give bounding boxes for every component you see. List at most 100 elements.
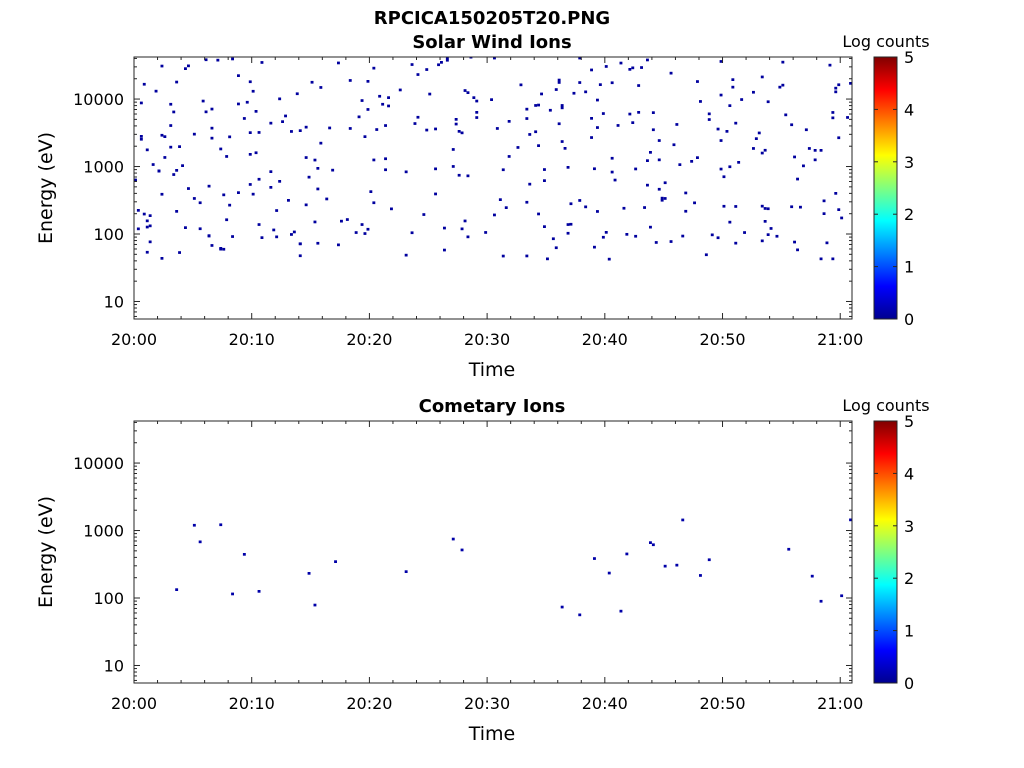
- heatmap-cell: [175, 210, 179, 213]
- heatmap-cell: [290, 130, 293, 133]
- heatmap-cell: [292, 230, 296, 234]
- heatmap-cell: [278, 180, 282, 183]
- heatmap-cell: [728, 104, 732, 107]
- heatmap-cell: [463, 219, 467, 223]
- heatmap-cell: [825, 241, 829, 245]
- x-tick-label: 20:10: [229, 330, 275, 349]
- heatmap-cell: [734, 121, 738, 125]
- heatmap-cell: [610, 81, 614, 85]
- colorbar-tick-label: 2: [904, 205, 914, 224]
- heatmap-cell: [672, 143, 676, 147]
- heatmap-cell: [734, 241, 738, 245]
- heatmap-cell: [572, 91, 576, 95]
- heatmap-cell: [590, 117, 593, 120]
- heatmap-cell: [819, 149, 823, 152]
- heatmap-cell: [834, 192, 838, 195]
- heatmap-cell: [210, 136, 214, 140]
- heatmap-cell: [142, 212, 146, 216]
- heatmap-cell: [248, 131, 252, 134]
- heatmap-cell: [657, 139, 661, 142]
- heatmap-cell: [719, 93, 723, 97]
- heatmap-cell: [528, 133, 532, 136]
- heatmap-cell: [466, 174, 470, 178]
- heatmap-cell: [519, 83, 523, 87]
- heatmap-cell: [548, 108, 552, 112]
- heatmap-cell: [260, 61, 264, 64]
- heatmap-cell: [525, 107, 529, 111]
- heatmap-cell: [242, 553, 246, 556]
- heatmap-cell: [719, 167, 723, 171]
- colorbar-ticks-solar-wind: 0 1 2 3 4 5: [874, 48, 914, 329]
- plot-frame-cometary: [133, 420, 853, 684]
- heatmap-cell: [722, 204, 726, 208]
- heatmap-cell: [360, 99, 364, 102]
- colorbar-cometary: [873, 420, 898, 684]
- heatmap-cell: [534, 130, 538, 134]
- heatmap-cell: [663, 564, 667, 568]
- heatmap-cell: [463, 89, 467, 92]
- heatmap-cell: [675, 123, 679, 126]
- heatmap-cell: [560, 104, 564, 107]
- heatmap-cell: [719, 60, 723, 63]
- heatmap-cell: [716, 236, 720, 240]
- heatmap-cell: [181, 164, 184, 167]
- heatmap-cell: [169, 102, 173, 106]
- heatmap-cell: [390, 207, 393, 211]
- heatmap-cell: [551, 237, 555, 241]
- heatmap-cell: [625, 552, 629, 556]
- heatmap-cell: [304, 203, 308, 207]
- heatmap-cell: [837, 136, 841, 140]
- heatmap-cell: [831, 111, 835, 114]
- heatmap-cell: [760, 239, 764, 243]
- y-tick-label: 10: [104, 656, 124, 675]
- heatmap-cell: [457, 130, 461, 133]
- heatmap-cell: [684, 191, 688, 195]
- heatmap-cell: [649, 151, 652, 154]
- heatmap-cell: [678, 163, 682, 166]
- heatmap-cell: [696, 156, 699, 159]
- heatmap-cell: [619, 609, 623, 613]
- heatmap-cell: [237, 102, 240, 106]
- heatmap-cell: [160, 64, 164, 68]
- heatmap-cell: [760, 75, 764, 79]
- y-tick-label: 100: [93, 589, 124, 608]
- heatmap-cell: [781, 83, 785, 87]
- heatmap-cell: [201, 99, 205, 103]
- heatmap-cell: [148, 224, 152, 228]
- heatmap-cell: [210, 126, 214, 130]
- heatmap-cell: [610, 156, 614, 160]
- heatmap-cell: [625, 233, 629, 236]
- heatmap-cell: [145, 225, 149, 229]
- heatmap-cell: [275, 209, 279, 212]
- heatmap-cell: [257, 223, 261, 226]
- heatmap-cell: [737, 161, 741, 164]
- heatmap-cell: [834, 90, 838, 94]
- heatmap-cell: [584, 90, 588, 94]
- heatmap-cell: [763, 148, 767, 152]
- heatmap-cell: [534, 104, 538, 107]
- heatmap-cell: [204, 110, 208, 114]
- heatmap-cell: [731, 78, 735, 81]
- heatmap-cell: [760, 151, 764, 155]
- heatmap-cell: [422, 213, 426, 216]
- heatmap-cell: [837, 83, 841, 87]
- heatmap-cell: [831, 257, 835, 261]
- heatmap-cell: [210, 244, 214, 247]
- heatmap-cell: [457, 173, 461, 177]
- heatmap-cell: [766, 233, 770, 236]
- heatmap-cell: [228, 135, 232, 139]
- heatmap-cell: [543, 168, 546, 171]
- y-tick-label: 10000: [73, 454, 124, 473]
- heatmap-cell: [337, 243, 340, 247]
- heatmap-cell: [416, 115, 420, 119]
- heatmap-cell: [331, 168, 335, 172]
- heatmap-cell: [178, 145, 181, 148]
- x-tick-label: 20:40: [582, 330, 628, 349]
- heatmap-cell: [557, 122, 561, 126]
- x-tick-label: 21:00: [817, 330, 863, 349]
- heatmap-cell: [769, 227, 773, 230]
- heatmap-cell: [163, 135, 167, 138]
- y-axis-label-cometary: Energy (eV): [35, 496, 57, 608]
